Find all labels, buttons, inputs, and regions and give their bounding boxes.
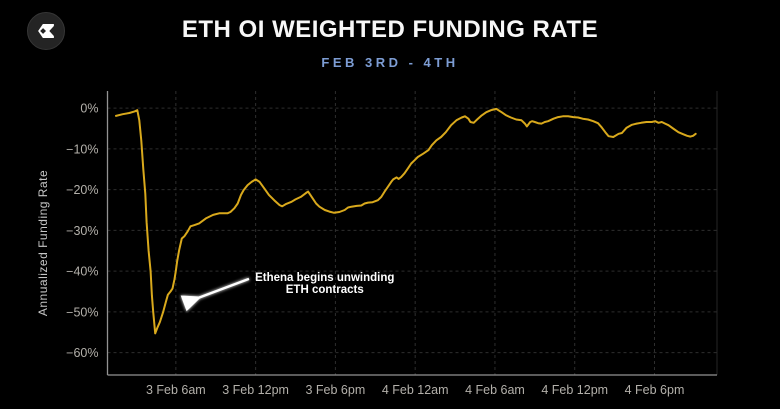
x-tick-label: 3 Feb 6pm xyxy=(306,383,366,397)
funding-rate-line xyxy=(115,107,697,335)
x-tick-label: 4 Feb 12am xyxy=(382,383,449,397)
velo-logo xyxy=(27,12,65,50)
y-tick-label: −10% xyxy=(66,142,98,156)
x-tick-label: 4 Feb 6pm xyxy=(625,383,685,397)
x-tick-label: 4 Feb 6am xyxy=(465,383,525,397)
y-tick-label: −40% xyxy=(66,265,98,279)
y-tick-label: −30% xyxy=(66,224,98,238)
x-tick-label: 4 Feb 12pm xyxy=(541,383,608,397)
x-tick-label: 3 Feb 6am xyxy=(146,383,206,397)
y-tick-label: 0% xyxy=(80,102,98,116)
y-tick-label: −50% xyxy=(66,305,98,319)
annotation-text: Ethena begins unwinding xyxy=(255,272,394,284)
page-title: ETH OI WEIGHTED FUNDING RATE xyxy=(181,16,599,43)
annotation-arrow xyxy=(180,277,250,312)
y-tick-label: −60% xyxy=(66,346,98,360)
page-subtitle: FEB 3RD - 4TH xyxy=(321,55,459,70)
y-tick-label: −20% xyxy=(66,183,98,197)
sigma-diamond-icon xyxy=(38,24,54,38)
x-tick-label: 3 Feb 12pm xyxy=(222,383,289,397)
annotation-text: ETH contracts xyxy=(286,284,364,296)
y-axis-title: Annualized Funding Rate xyxy=(36,170,50,316)
